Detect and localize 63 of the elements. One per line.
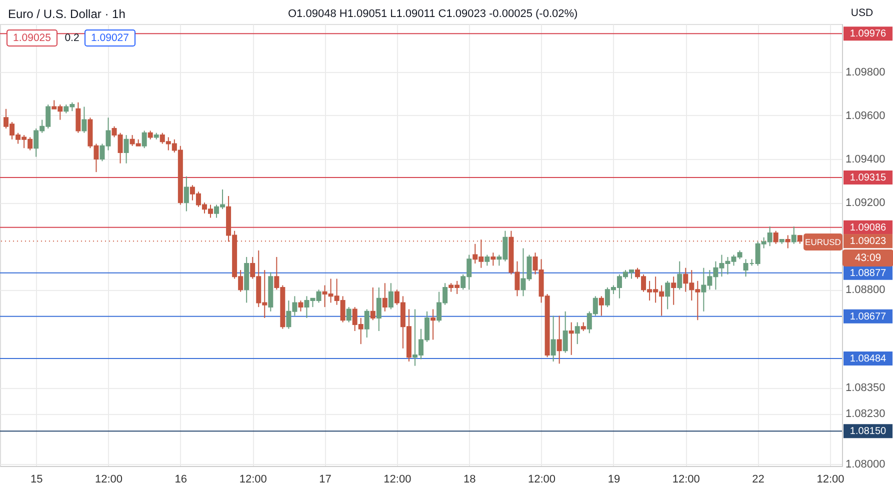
ref-line-label: 1.09976 (850, 28, 887, 40)
candlestick (556, 315, 562, 364)
ref-line-label: 1.08484 (850, 353, 887, 364)
x-tick-label: 12:00 (672, 474, 700, 486)
y-tick-label: 1.09400 (846, 153, 886, 166)
text: 43:09 (854, 252, 882, 264)
candlestick (388, 282, 394, 310)
candlestick (677, 260, 682, 290)
y-tick-label: 1.09800 (846, 66, 886, 78)
candlestick (568, 322, 574, 356)
x-tick-label: 16 (174, 474, 188, 486)
ref-line-label: 1.09086 (850, 222, 887, 234)
candlestick (82, 106, 87, 134)
candlestick (562, 310, 568, 354)
y-tick-label: 1.09600 (846, 110, 886, 122)
candlestick (773, 230, 778, 244)
y-tick-label: 1.08800 (846, 284, 886, 296)
x-tick-label: 12:00 (239, 474, 267, 486)
candlestick (184, 176, 189, 212)
text: USD (850, 7, 874, 19)
y-tick-label: 1.08000 (846, 458, 886, 470)
x-tick-label: 12:00 (384, 474, 412, 486)
candlestick (665, 280, 670, 310)
ref-line-label: 1.09315 (850, 172, 887, 184)
y-tick-label: 1.09200 (846, 197, 886, 210)
y-tick-label: 1.08230 (846, 408, 886, 420)
candlestick (785, 234, 790, 249)
candlestick (791, 226, 796, 244)
candlestick (490, 252, 496, 266)
candlestick (550, 315, 556, 362)
annotation: 1.09025 (13, 32, 52, 44)
ref-line-label: 1.08677 (850, 311, 887, 322)
x-tick-label: 12:00 (528, 474, 556, 486)
candlestick (124, 134, 129, 164)
x-tick-label: 15 (30, 474, 43, 486)
candlestick (484, 254, 490, 266)
annotation: 0.2 (64, 32, 80, 44)
candlestick (346, 306, 352, 323)
y-tick-label: 1.08350 (846, 382, 886, 394)
ref-line-label: 1.09023 (850, 236, 887, 248)
annotation: 1.09027 (91, 32, 130, 44)
x-tick-label: 12:00 (816, 474, 844, 486)
candlestick (598, 296, 604, 316)
x-tick-label: 19 (608, 474, 620, 486)
candlestick (298, 300, 304, 312)
x-tick-label: 12:00 (94, 474, 123, 486)
candlestick (142, 130, 147, 149)
ref-line-label: 1.08150 (850, 426, 887, 438)
annotation: EURUSD (805, 237, 841, 247)
x-tick-label: 18 (463, 474, 476, 486)
candlestick (76, 102, 81, 134)
candlestick (370, 286, 376, 321)
chart-subtitle: O1.09048 H1.09051 L1.09011 C1.09023 -0.00025 (-0.02%) (288, 8, 578, 20)
candlestick (382, 282, 388, 312)
chart-title: Euro / U.S. Dollar · 1h (8, 7, 126, 21)
ref-line-label: 1.08877 (850, 268, 887, 279)
candlestick (671, 276, 676, 306)
candlestick (430, 308, 436, 340)
x-tick-label: 17 (319, 474, 332, 486)
x-tick-label: 22 (752, 474, 764, 486)
candlestick (376, 286, 382, 332)
candlestick (364, 308, 370, 338)
candlestick (574, 322, 580, 345)
